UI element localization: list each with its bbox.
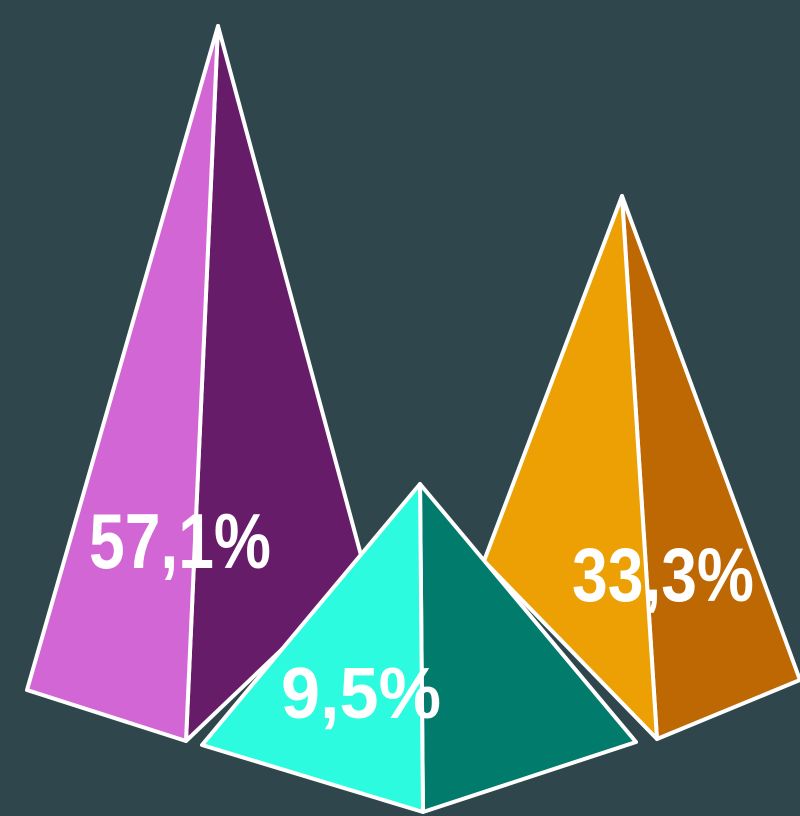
data-label-1: 57,1% [89, 497, 271, 585]
pyramid-2-light-face [200, 482, 425, 814]
data-label-2: 9,5% [281, 654, 441, 734]
pyramid-3-light-face [482, 194, 659, 741]
pyramid-group [25, 24, 800, 814]
data-label-3: 33,3% [572, 533, 754, 618]
label-group: 57,1%9,5% 33,3% [89, 497, 754, 734]
pyramid-3 [482, 194, 800, 741]
pyramid-1 [25, 24, 367, 743]
pyramid-2 [200, 482, 638, 814]
pyramid-1-light-face [25, 24, 220, 743]
